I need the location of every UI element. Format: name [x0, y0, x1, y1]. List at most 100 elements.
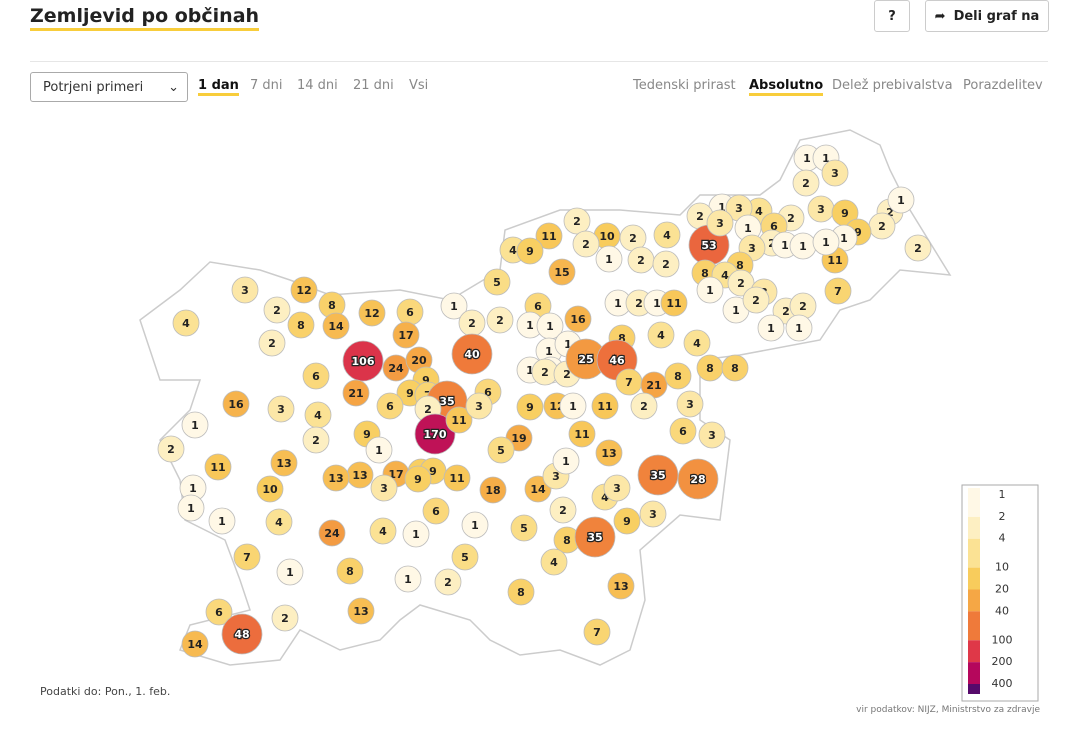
municipality-label: 8 — [563, 534, 571, 547]
municipality-label: 1 — [189, 482, 197, 495]
measure-select[interactable]: Potrjeni primeri ⌄ — [30, 72, 188, 102]
legend-label: 100 — [992, 633, 1013, 646]
municipality — [742, 286, 770, 314]
municipality-label: 1 — [605, 253, 613, 266]
municipality — [445, 406, 473, 434]
share-button[interactable]: ➦ Deli graf na — [925, 0, 1049, 32]
municipality-label: 2 — [662, 258, 670, 271]
municipality — [392, 321, 420, 349]
municipality-label: 6 — [534, 300, 542, 313]
help-button[interactable]: ? — [874, 0, 910, 32]
municipality-label: 1 — [718, 201, 726, 214]
municipality-label: 16 — [228, 398, 244, 411]
municipality — [365, 436, 393, 464]
municipality — [287, 311, 315, 339]
period-tab[interactable]: Vsi — [409, 78, 429, 93]
municipality-label: 10 — [262, 483, 278, 496]
municipality-label: 11 — [827, 254, 842, 267]
municipality — [824, 277, 852, 305]
municipality-label: 10 — [599, 230, 615, 243]
municipality-label: 13 — [601, 447, 616, 460]
municipality-label: 2 — [167, 443, 175, 456]
municipality-label: 8 — [736, 259, 744, 272]
municipality-label: 3 — [613, 482, 621, 495]
municipality-label: 17 — [398, 329, 413, 342]
municipality-label: 4 — [755, 205, 763, 218]
municipality-label: 1 — [569, 400, 577, 413]
municipality — [483, 268, 511, 296]
municipality-label: 20 — [411, 354, 427, 367]
municipality-label: 3 — [277, 403, 285, 416]
period-tab[interactable]: 14 dni — [297, 78, 338, 93]
municipality-label: 7 — [834, 285, 842, 298]
mode-tab[interactable]: Delež prebivalstva — [832, 78, 953, 93]
municipality-label: 6 — [770, 220, 778, 233]
municipality — [486, 306, 514, 334]
municipality-label: 24 — [388, 362, 404, 375]
municipality — [414, 413, 456, 455]
municipality-label: 1 — [187, 502, 195, 515]
municipality — [595, 245, 623, 273]
mode-tab[interactable]: Absolutno — [749, 78, 824, 96]
municipality-label: 9 — [363, 428, 371, 441]
municipality — [887, 186, 915, 214]
legend-swatch — [968, 589, 980, 612]
mode-tab[interactable]: Porazdelitev — [963, 78, 1043, 93]
municipality — [564, 305, 592, 333]
municipality-label: 35 — [650, 469, 665, 482]
municipality-label: 24 — [324, 527, 340, 540]
municipality — [812, 228, 840, 256]
municipality — [172, 309, 200, 337]
municipality-label: 13 — [353, 605, 368, 618]
municipality — [336, 557, 364, 585]
municipality-label: 21 — [646, 379, 661, 392]
municipality-label: 4 — [721, 269, 729, 282]
municipality-label: 18 — [485, 484, 500, 497]
municipality — [342, 379, 370, 407]
municipality — [479, 476, 507, 504]
municipality-label: 2 — [496, 314, 504, 327]
municipality-label: 13 — [352, 469, 367, 482]
period-tab[interactable]: 1 dan — [198, 78, 239, 96]
municipality-label: 1 — [375, 444, 383, 457]
municipality-label: 13 — [613, 580, 628, 593]
municipality-label: 2 — [799, 300, 807, 313]
municipality — [552, 447, 580, 475]
municipality — [181, 630, 209, 658]
municipality — [727, 269, 755, 297]
municipality-label: 2 — [878, 220, 886, 233]
municipality — [402, 520, 430, 548]
period-tab[interactable]: 7 dni — [250, 78, 283, 93]
municipality — [792, 169, 820, 197]
municipality-label: 1 — [404, 573, 412, 586]
municipality — [487, 436, 515, 464]
municipality — [721, 354, 749, 382]
period-tab[interactable]: 21 dni — [353, 78, 394, 93]
legend-label: 2 — [999, 510, 1006, 523]
municipality-label: 11 — [210, 461, 225, 474]
municipality — [516, 237, 544, 265]
municipality-label: 9 — [429, 465, 437, 478]
municipality-label: 1 — [545, 345, 553, 358]
legend-swatch — [968, 684, 980, 694]
municipality-label: 2 — [312, 434, 320, 447]
municipality — [549, 496, 577, 524]
legend-swatch — [968, 516, 980, 539]
municipality-label: 11 — [666, 297, 681, 310]
municipality — [647, 321, 675, 349]
municipality-label: 2 — [468, 317, 476, 330]
mode-tab[interactable]: Tedenski prirast — [633, 78, 736, 93]
municipality — [451, 543, 479, 571]
municipality-label: 53 — [701, 239, 716, 252]
municipality-label: 8 — [297, 319, 305, 332]
municipality-label: 5 — [497, 444, 505, 457]
municipality — [568, 420, 596, 448]
municipality-label: 2 — [782, 305, 790, 318]
municipality-label: 6 — [432, 505, 440, 518]
municipality-label: 1 — [803, 152, 811, 165]
municipality — [591, 392, 619, 420]
municipality-label: 13 — [328, 472, 343, 485]
municipality-label: 9 — [526, 401, 534, 414]
municipality-label: 5 — [493, 276, 501, 289]
